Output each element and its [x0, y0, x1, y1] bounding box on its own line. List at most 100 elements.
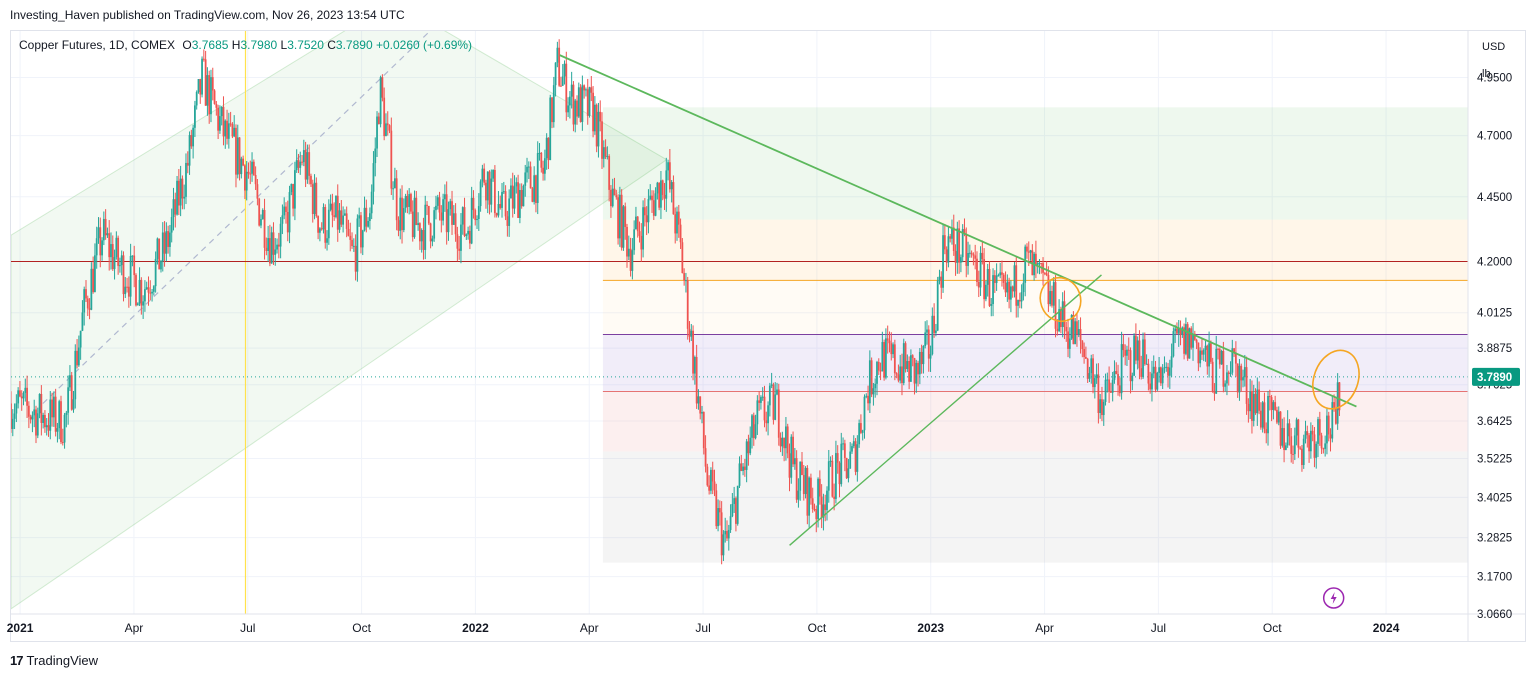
candle-body	[1309, 430, 1312, 452]
candle-body	[224, 120, 227, 137]
candle-body	[911, 355, 914, 359]
candle-body	[1338, 382, 1341, 411]
candle-body	[452, 213, 455, 225]
candle-body	[792, 436, 794, 465]
candle-body	[1290, 436, 1293, 454]
candle-body	[1017, 300, 1019, 306]
candle-body	[299, 161, 302, 168]
candle-body	[274, 249, 277, 255]
candle-body	[217, 107, 220, 131]
candle-body	[799, 461, 802, 491]
candle-body	[1286, 423, 1289, 446]
candle-body	[572, 84, 575, 125]
candle-body	[270, 232, 273, 264]
candle-body	[1292, 453, 1294, 455]
candle-body	[381, 77, 384, 98]
candle-body	[695, 357, 698, 404]
channel-midline	[42, 31, 431, 404]
unit-label: lb	[1482, 68, 1491, 80]
footer-brand[interactable]: 17 TradingView	[10, 653, 98, 668]
candle-body	[735, 498, 737, 524]
candle-body	[144, 289, 146, 302]
candle-body	[251, 161, 253, 174]
candle-body	[106, 233, 109, 236]
candle-body	[331, 203, 334, 216]
candle-body	[399, 197, 402, 231]
candle-body	[244, 165, 246, 191]
candle-body	[931, 315, 934, 355]
candle-body	[204, 59, 207, 106]
candle-body	[58, 401, 61, 429]
candle-body	[665, 170, 668, 199]
candle-body	[583, 85, 586, 91]
price-tick-label: 3.2825	[1477, 533, 1512, 545]
candle-body	[1013, 265, 1016, 292]
candle-body	[874, 383, 877, 389]
candle-body	[635, 216, 637, 230]
candle-body	[549, 97, 552, 161]
candle-body	[1056, 328, 1059, 332]
candle-body	[349, 235, 352, 240]
candle-body	[508, 198, 511, 226]
candle-body	[597, 111, 600, 147]
candle-body	[490, 178, 493, 205]
candle-body	[618, 194, 621, 239]
candle-body	[654, 193, 657, 216]
candle-body	[1038, 263, 1041, 265]
candle-body	[44, 414, 46, 428]
candle-body	[454, 213, 457, 235]
candle-body	[1258, 389, 1260, 411]
candle-body	[979, 252, 982, 288]
candle-body	[410, 194, 412, 212]
candle-body	[26, 387, 28, 406]
candle-body	[211, 77, 214, 91]
candle-body	[615, 195, 618, 198]
candle-body	[1304, 431, 1307, 439]
breakout-circle	[1312, 349, 1360, 410]
candle-body	[156, 238, 159, 259]
candle-body	[679, 224, 682, 243]
candle-body	[335, 195, 337, 217]
candle-body	[374, 148, 377, 164]
candle-body	[288, 192, 291, 233]
candle-body	[838, 462, 841, 485]
candle-body	[956, 228, 959, 263]
candle-body	[706, 466, 709, 486]
candle-body	[986, 268, 989, 285]
candle-body	[1008, 281, 1011, 300]
candle-body	[281, 215, 284, 224]
candle-body	[45, 425, 48, 428]
candle-body	[704, 448, 707, 467]
candle-body	[1177, 328, 1180, 334]
ascending-trendline	[789, 274, 1102, 546]
candle-body	[167, 231, 170, 247]
fib-zone	[602, 107, 1468, 220]
candle-body	[383, 97, 386, 137]
candle-body	[1026, 246, 1028, 252]
candle-body	[69, 375, 71, 388]
candle-body	[1267, 396, 1269, 434]
candle-body	[786, 426, 789, 454]
candle-body	[1065, 326, 1068, 332]
candle-body	[1072, 315, 1075, 345]
candle-body	[1124, 350, 1127, 356]
candle-body	[258, 198, 261, 226]
candle-body	[72, 399, 75, 410]
candle-body	[1022, 282, 1025, 293]
candle-body	[1224, 383, 1227, 387]
candle-body	[1102, 402, 1105, 416]
candle-body	[161, 232, 164, 262]
candle-body	[1131, 375, 1134, 382]
candle-body	[645, 215, 648, 223]
candle-body	[468, 230, 471, 244]
fib-zone	[602, 280, 1468, 335]
candle-body	[442, 199, 445, 221]
candle-body	[701, 412, 703, 414]
candle-body	[802, 475, 805, 495]
candle-body	[1051, 291, 1053, 306]
candle-body	[169, 232, 171, 247]
candle-body	[890, 343, 893, 355]
candle-body	[781, 437, 784, 447]
candle-body	[677, 211, 680, 225]
